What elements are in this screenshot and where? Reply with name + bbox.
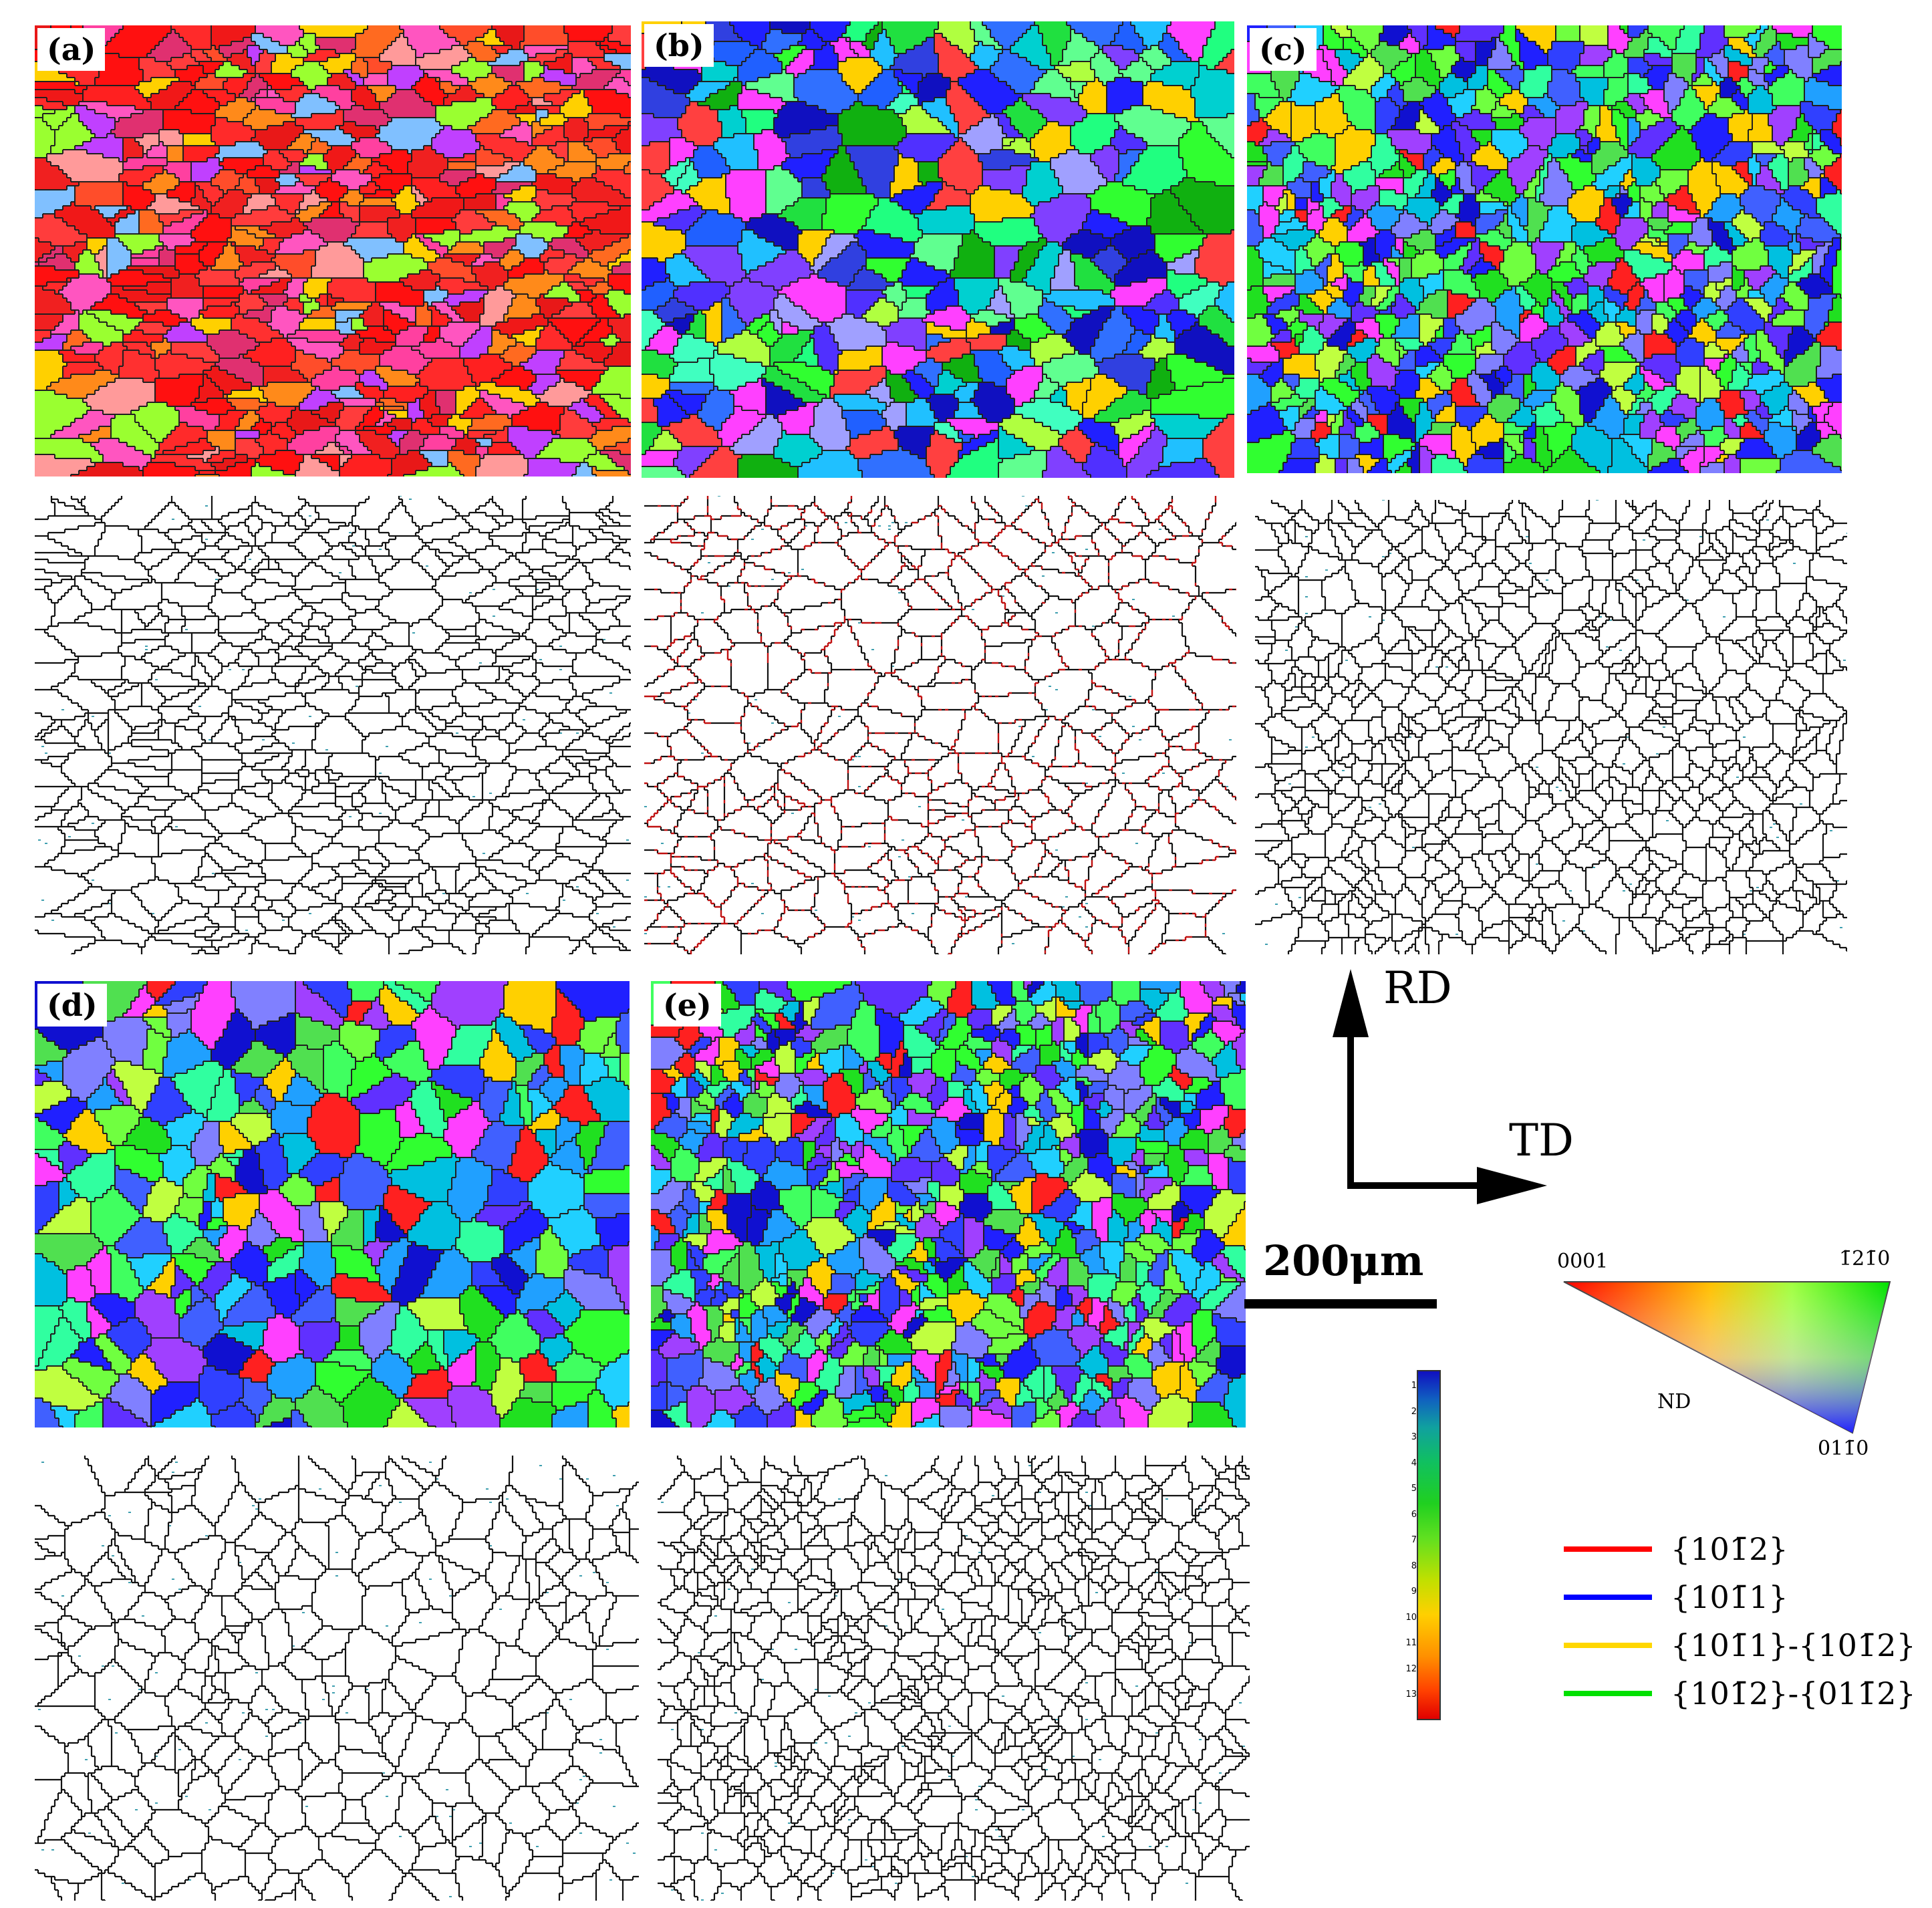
boundary-lines-d [35, 1456, 639, 1901]
ipf-map-c: (c) [1247, 25, 1842, 473]
panel-label-a: (a) [37, 28, 106, 71]
legend-row-3: {101̄1}-{101̄2} [1564, 1625, 1925, 1665]
grain-map-a [35, 25, 631, 476]
legend-label-4: {101̄2}-{011̄2} [1671, 1675, 1916, 1712]
colorbar-tick-5: 5 [1411, 1484, 1417, 1494]
colorbar-tick-12: 12 [1405, 1663, 1417, 1674]
boundary-map-e [658, 1456, 1250, 1901]
boundary-lines-a [35, 496, 631, 954]
rd-label: RD [1383, 962, 1452, 1014]
scale-bar-label: 200μm [1263, 1236, 1424, 1285]
grain-map-c [1247, 25, 1842, 473]
panel-label-d: (d) [37, 984, 107, 1027]
colorbar-tick-6: 6 [1411, 1509, 1417, 1520]
td-label: TD [1509, 1115, 1574, 1166]
ipf-label-nd: ND [1657, 1390, 1691, 1413]
legend-swatch-4 [1564, 1691, 1652, 1696]
boundary-map-a [35, 496, 631, 954]
colorbar-tick-10: 10 [1405, 1612, 1417, 1623]
panel-label-c: (c) [1250, 28, 1317, 71]
ipf-map-d: (d) [35, 981, 630, 1427]
legend-row-1: {101̄2} [1564, 1529, 1925, 1569]
legend-row-2: {101̄1} [1564, 1577, 1925, 1617]
legend-label-2: {101̄1} [1671, 1579, 1788, 1615]
boundary-lines-e [658, 1456, 1250, 1901]
scale-bar [1244, 1299, 1437, 1309]
ipf-map-e: (e) [651, 981, 1246, 1427]
ipf-map-b: (b) [642, 21, 1234, 478]
colorbar-tick-7: 7 [1411, 1535, 1417, 1545]
colorbar-tick-1: 1 [1411, 1381, 1417, 1391]
boundary-lines-c [1255, 500, 1847, 954]
legend-label-3: {101̄1}-{101̄2} [1671, 1627, 1916, 1663]
colorbar-tick-9: 9 [1411, 1587, 1417, 1597]
ipf-label-0110: 011̄0 [1818, 1437, 1869, 1460]
ipf-triangle-shade [1564, 1282, 1890, 1433]
legend-row-4: {101̄2}-{011̄2} [1564, 1673, 1925, 1714]
colorbar-tick-2: 2 [1411, 1406, 1417, 1417]
legend-swatch-1 [1564, 1546, 1652, 1552]
grain-map-e [651, 981, 1246, 1427]
td-arrowhead [1477, 1167, 1547, 1204]
boundary-map-b [644, 496, 1236, 954]
boundary-map-d [35, 1456, 639, 1901]
ipf-map-a: (a) [35, 25, 631, 476]
ipf-label-0001: 0001 [1557, 1250, 1609, 1273]
colorbar-tick-8: 8 [1411, 1560, 1417, 1571]
colorbar [1417, 1370, 1441, 1720]
colorbar-tick-13: 13 [1405, 1689, 1417, 1699]
boundary-lines-b [644, 496, 1236, 954]
ipf-color-key [1563, 1281, 1891, 1434]
panel-label-e: (e) [654, 984, 721, 1027]
ipf-label-1210: 1̄21̄0 [1839, 1247, 1891, 1270]
legend-swatch-3 [1564, 1643, 1652, 1648]
colorbar-tick-3: 3 [1411, 1432, 1417, 1442]
rd-arrowhead [1333, 969, 1369, 1037]
legend-swatch-2 [1564, 1595, 1652, 1600]
rd-td-axes [1333, 969, 1547, 1204]
panel-label-b: (b) [644, 24, 714, 67]
grain-map-d [35, 981, 630, 1427]
colorbar-tick-4: 4 [1411, 1458, 1417, 1468]
colorbar-tick-11: 11 [1405, 1638, 1417, 1648]
boundary-map-c [1255, 500, 1847, 954]
legend-label-1: {101̄2} [1671, 1531, 1788, 1567]
grain-map-b [642, 21, 1234, 478]
